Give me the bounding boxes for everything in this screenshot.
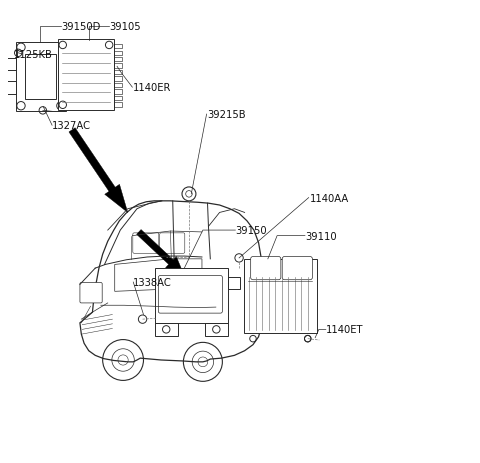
Text: 39150D: 39150D [61,22,101,32]
Text: 1140ET: 1140ET [326,325,363,335]
Polygon shape [69,129,128,213]
FancyBboxPatch shape [160,233,185,254]
FancyBboxPatch shape [80,283,102,303]
Text: 1125KB: 1125KB [14,50,53,60]
FancyBboxPatch shape [282,257,312,280]
FancyBboxPatch shape [133,233,159,254]
Text: 1140AA: 1140AA [310,193,349,203]
Text: 1140ER: 1140ER [133,83,172,93]
Text: 39105: 39105 [109,22,141,32]
Polygon shape [244,259,317,333]
Text: 39110: 39110 [305,231,336,241]
Polygon shape [58,40,114,111]
Polygon shape [24,55,56,100]
Text: 1327AC: 1327AC [52,121,91,131]
Polygon shape [155,269,228,323]
Text: 39215B: 39215B [207,110,246,120]
Text: 1338AC: 1338AC [133,277,172,288]
FancyBboxPatch shape [251,257,281,280]
Text: 39150: 39150 [235,225,267,236]
Polygon shape [137,230,183,274]
